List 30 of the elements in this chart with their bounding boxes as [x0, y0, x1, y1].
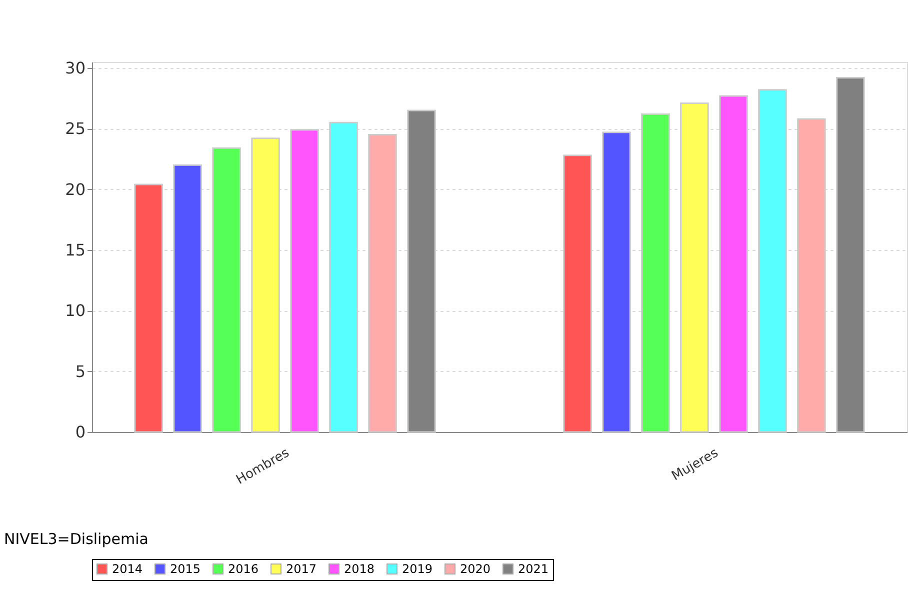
legend-label: 2019: [402, 562, 433, 576]
bar: [563, 154, 592, 433]
bar: [290, 129, 319, 433]
bar: [368, 134, 397, 433]
bar: [212, 147, 241, 433]
bar: [719, 95, 748, 433]
y-tick-label: 5: [75, 362, 86, 381]
legend-label: 2014: [112, 562, 143, 576]
legend-label: 2017: [286, 562, 317, 576]
bar: [680, 102, 709, 433]
legend-label: 2015: [170, 562, 201, 576]
bar: [173, 164, 202, 433]
y-tick-label: 0: [75, 422, 86, 442]
y-tick-label: 10: [65, 301, 86, 320]
legend-label: 2020: [460, 562, 491, 576]
y-tick-label: 30: [65, 58, 86, 78]
bar: [758, 89, 787, 433]
bar: [251, 138, 280, 433]
y-tick-label: 20: [65, 180, 86, 199]
y-tick-label: 15: [65, 240, 86, 260]
legend-label: 2018: [344, 562, 375, 576]
y-tick-label: 25: [65, 119, 86, 138]
legend-label: 2016: [228, 562, 259, 576]
bar: [602, 132, 631, 433]
bar: [329, 122, 358, 433]
bar: [641, 113, 670, 433]
text: NIVEL3=Dislipemia: [4, 530, 148, 548]
legend-label: 2021: [518, 562, 549, 576]
bar: [797, 118, 826, 433]
bar: [134, 184, 163, 433]
